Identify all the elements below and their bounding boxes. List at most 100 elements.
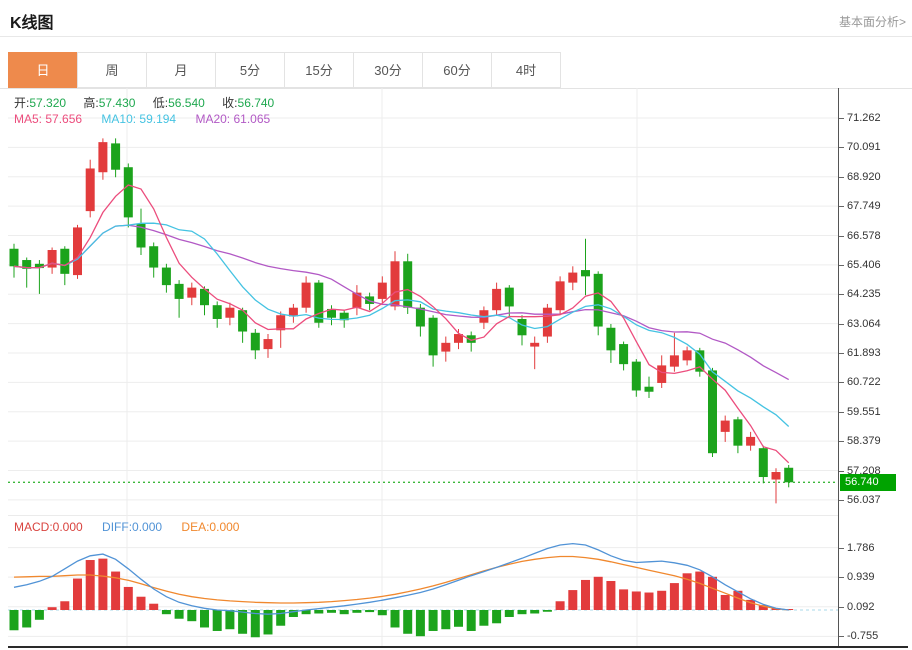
chart-bottom-border	[8, 646, 908, 648]
axis-tick-label: 63.064	[847, 317, 881, 330]
tab-day[interactable]: 日	[8, 52, 78, 88]
axis-tick-label: 57.208	[847, 464, 881, 477]
candle-body	[492, 288, 502, 311]
candle-body	[34, 263, 44, 269]
tab-month[interactable]: 月	[146, 52, 216, 88]
axis-tick-label: 65.406	[847, 258, 881, 271]
macd-bar	[149, 603, 159, 610]
candle-body	[149, 246, 159, 268]
high-value: 57.430	[98, 96, 136, 110]
candle-body	[669, 355, 679, 367]
axis-tick-label: 0.092	[847, 600, 875, 613]
tab-5min[interactable]: 5分	[215, 52, 285, 88]
axis-tick-label: 0.939	[847, 571, 875, 584]
ohlc-info-row: 开:57.320 高:57.430 低:56.540 收:56.740	[14, 94, 288, 111]
axis-tick-mark	[839, 176, 844, 178]
macd-bar	[555, 601, 565, 610]
axis-tick-mark	[839, 353, 844, 355]
candle-body	[98, 142, 108, 173]
macd-bar	[136, 596, 146, 610]
macd-bar	[212, 610, 222, 631]
fundamental-analysis-link[interactable]: 基本面分析>	[838, 15, 906, 29]
candle-body	[390, 261, 400, 307]
macd-bar	[758, 605, 768, 610]
ma10-line	[13, 222, 790, 427]
panel-header: K线图 基本面分析>	[0, 0, 912, 37]
candle-body	[111, 143, 121, 170]
macd-bar	[428, 610, 438, 631]
candle-body	[73, 227, 82, 276]
macd-bar	[517, 610, 527, 615]
macd-histogram	[9, 558, 794, 638]
macd-bar	[9, 610, 19, 631]
macd-bar	[466, 610, 476, 631]
candle-body	[174, 283, 184, 299]
macd-chart[interactable]	[8, 515, 838, 648]
axis-tick-label: 66.578	[847, 229, 881, 242]
candle-body	[454, 334, 463, 343]
diff-value: DIFF:0.000	[102, 520, 163, 534]
price-axis: 56.740 71.262 70.091 68.920 67.749 66.578 65.…	[838, 88, 912, 647]
tab-30min[interactable]: 30分	[353, 52, 423, 88]
macd-bar	[708, 576, 717, 610]
candlestick-chart[interactable]	[8, 88, 838, 515]
open-value: 57.320	[29, 96, 67, 110]
candle-body	[631, 361, 641, 391]
candle-body	[9, 248, 19, 267]
macd-bar	[390, 610, 400, 628]
macd-bar	[352, 610, 362, 613]
candle-body	[466, 335, 476, 343]
candle-body	[415, 307, 425, 327]
macd-bar	[504, 610, 514, 617]
candle-body	[85, 168, 95, 212]
axis-tick-mark	[839, 206, 844, 208]
open-label: 开:	[14, 96, 30, 110]
candle-body	[314, 282, 324, 323]
macd-bar	[720, 594, 730, 610]
macd-bar	[288, 610, 298, 617]
candle-body	[593, 273, 603, 327]
diff-line	[13, 542, 789, 615]
axis-tick-mark	[839, 441, 844, 443]
candle-body	[657, 365, 667, 383]
axis-tick-mark	[839, 235, 844, 237]
axis-tick-label: 61.893	[847, 347, 881, 360]
axis-tick-label: 56.037	[847, 493, 881, 506]
candle-body	[60, 248, 70, 274]
candle-body	[771, 472, 781, 480]
macd-bar	[657, 590, 667, 610]
tab-week[interactable]: 周	[77, 52, 147, 88]
axis-tick-label: 60.722	[847, 376, 881, 389]
candle-body	[606, 327, 616, 351]
candle-body	[327, 308, 336, 318]
macd-bar	[365, 610, 375, 613]
macd-bar	[225, 610, 235, 630]
macd-bar	[174, 610, 184, 619]
ma10-value: MA10: 59.194	[101, 112, 177, 126]
axis-tick-mark	[839, 547, 844, 549]
candle-body	[250, 332, 260, 351]
macd-bar	[568, 590, 578, 610]
macd-bar	[631, 591, 641, 610]
candle-body	[695, 350, 705, 372]
macd-bar	[377, 610, 387, 616]
macd-bar	[619, 589, 629, 610]
last-price-badge: 56.740	[840, 474, 896, 491]
candle-body	[542, 307, 552, 337]
macd-bar	[111, 571, 121, 610]
macd-bar	[238, 610, 248, 634]
candle-body	[758, 448, 768, 478]
macd-bar	[581, 579, 590, 610]
macd-bar	[187, 610, 197, 622]
tab-60min[interactable]: 60分	[422, 52, 492, 88]
dea-line	[13, 555, 789, 611]
macd-bar	[454, 610, 463, 627]
tab-15min[interactable]: 15分	[284, 52, 354, 88]
candle-body	[22, 260, 32, 269]
macd-bar	[530, 610, 540, 614]
macd-bar	[276, 610, 286, 626]
candle-body	[212, 305, 222, 319]
macd-bar	[22, 610, 32, 628]
tab-4hour[interactable]: 4时	[491, 52, 561, 88]
